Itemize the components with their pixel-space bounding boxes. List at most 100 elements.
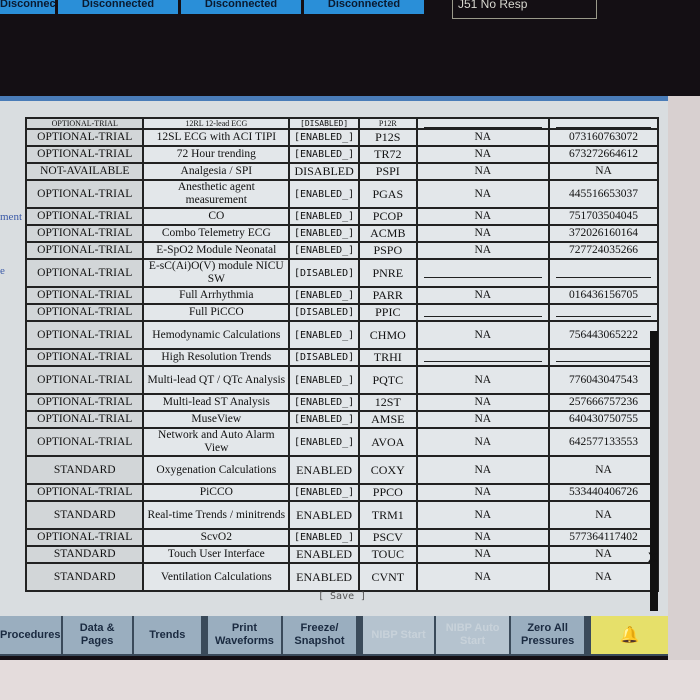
alarm-silence-button[interactable]: 🔔 <box>591 616 668 654</box>
option-type: OPTIONAL-TRIAL <box>24 348 145 367</box>
option-code: PSPI <box>358 162 418 181</box>
blank-field[interactable] <box>423 269 543 278</box>
blank-field[interactable] <box>423 308 543 317</box>
table-row: OPTIONAL-TRIAL MuseView [ENABLED_] AMSE NA 64… <box>24 410 659 429</box>
close-icon[interactable]: X <box>648 549 658 565</box>
option-key <box>548 348 659 367</box>
option-col5: NA <box>415 286 551 305</box>
table-row: OPTIONAL-TRIAL CO [ENABLED_] PCOP NA 75170350… <box>24 207 659 226</box>
option-status[interactable]: [ENABLED_] <box>288 128 361 147</box>
option-key: 727724035266 <box>548 241 659 260</box>
option-code: AVOA <box>358 427 418 457</box>
button-label: Freeze/ Snapshot <box>294 622 345 647</box>
option-name: Multi-lead ST Analysis <box>142 393 291 412</box>
option-key <box>548 303 659 322</box>
option-name: E-SpO2 Module Neonatal <box>142 241 291 260</box>
top-tab[interactable]: Disconnected <box>181 0 301 14</box>
button-zero-all-pressures[interactable]: Zero All Pressures <box>511 616 585 654</box>
option-status[interactable]: ENABLED <box>288 500 361 530</box>
option-key: 016436156705 <box>548 286 659 305</box>
button-freeze-snapshot[interactable]: Freeze/ Snapshot <box>282 616 356 654</box>
button-nibp-start[interactable]: NIBP Start <box>362 616 435 654</box>
option-status[interactable]: [ENABLED_] <box>288 179 361 209</box>
blank-field[interactable] <box>423 353 543 362</box>
option-type: OPTIONAL-TRIAL <box>24 303 145 322</box>
option-type: OPTIONAL-TRIAL <box>24 241 145 260</box>
button-nibp-auto-start[interactable]: NIBP Auto Start <box>436 616 510 654</box>
option-code: TRM1 <box>358 500 418 530</box>
option-status[interactable]: [ENABLED_] <box>288 427 361 457</box>
option-col5 <box>415 258 551 288</box>
option-code: PNRE <box>358 258 418 288</box>
top-tab[interactable]: Disconnected <box>0 0 55 14</box>
option-name: Network and Auto Alarm View <box>142 427 291 457</box>
blank-field[interactable] <box>556 269 651 278</box>
option-col5: NA <box>415 427 551 457</box>
option-col5: NA <box>415 241 551 260</box>
option-key: 073160763072 <box>548 128 659 147</box>
option-status[interactable]: [ENABLED_] <box>288 528 361 547</box>
button-label: Print Waveforms <box>215 622 274 647</box>
option-col5: NA <box>415 562 551 592</box>
option-key: 577364117402 <box>548 528 659 547</box>
option-status[interactable]: ENABLED <box>288 455 361 485</box>
option-status[interactable]: [ENABLED_] <box>288 365 361 395</box>
blank-field[interactable] <box>556 353 651 362</box>
option-status[interactable]: [ENABLED_] <box>288 145 361 164</box>
option-status[interactable]: [ENABLED_] <box>288 286 361 305</box>
option-key: 372026160164 <box>548 224 659 243</box>
option-name: Oxygenation Calculations <box>142 455 291 485</box>
save-button[interactable]: [ Save ] <box>318 591 367 602</box>
button-label: Data & Pages <box>79 622 115 647</box>
option-type: STANDARD <box>24 562 145 592</box>
option-status[interactable]: [ENABLED_] <box>288 410 361 429</box>
option-col5: NA <box>415 393 551 412</box>
option-code: P12S <box>358 128 418 147</box>
bezel <box>0 660 700 700</box>
option-type: OPTIONAL-TRIAL <box>24 483 145 502</box>
option-status[interactable]: [DISABLED] <box>288 348 361 367</box>
table-row: OPTIONAL-TRIAL 12SL ECG with ACI TIPI [ENA… <box>24 128 659 147</box>
table-row: OPTIONAL-TRIAL Hemodynamic Calculations [E… <box>24 320 659 350</box>
option-type: OPTIONAL-TRIAL <box>24 207 145 226</box>
option-status[interactable]: [ENABLED_] <box>288 207 361 226</box>
top-tab[interactable]: Disconnected <box>304 0 424 14</box>
option-status[interactable]: [ENABLED_] <box>288 241 361 260</box>
option-name: Analgesia / SPI <box>142 162 291 181</box>
option-status[interactable]: [ENABLED_] <box>288 320 361 350</box>
option-status[interactable]: ENABLED <box>288 562 361 592</box>
option-key: 756443065222 <box>548 320 659 350</box>
option-type: NOT-AVAILABLE <box>24 162 145 181</box>
option-col5 <box>415 303 551 322</box>
option-type: OPTIONAL-TRIAL <box>24 286 145 305</box>
blank-field[interactable] <box>556 308 651 317</box>
button-data-pages[interactable]: Data & Pages <box>62 616 132 654</box>
scrollbar[interactable] <box>650 331 658 611</box>
option-code: PGAS <box>358 179 418 209</box>
option-status[interactable]: [ENABLED_] <box>288 224 361 243</box>
option-name: CO <box>142 207 291 226</box>
option-code: CVNT <box>358 562 418 592</box>
option-name: Hemodynamic Calculations <box>142 320 291 350</box>
button-trends[interactable]: Trends <box>133 616 201 654</box>
button-print-waveforms[interactable]: Print Waveforms <box>207 616 281 654</box>
option-col5: NA <box>415 500 551 530</box>
option-name: MuseView <box>142 410 291 429</box>
top-tab[interactable]: Disconnected <box>58 0 178 14</box>
option-name: High Resolution Trends <box>142 348 291 367</box>
blank-field[interactable] <box>556 120 651 127</box>
option-status[interactable]: [DISABLED] <box>288 303 361 322</box>
button-procedures[interactable]: Procedures <box>0 616 61 654</box>
option-status[interactable]: [DISABLED] <box>288 258 361 288</box>
option-name: Ventilation Calculations <box>142 562 291 592</box>
option-status[interactable]: [ENABLED_] <box>288 483 361 502</box>
option-key: NA <box>548 562 659 592</box>
option-status[interactable]: ENABLED <box>288 545 361 564</box>
option-name: Full PiCCO <box>142 303 291 322</box>
option-status[interactable]: [ENABLED_] <box>288 393 361 412</box>
option-status[interactable]: DISABLED <box>288 162 361 181</box>
blank-field[interactable] <box>424 120 543 127</box>
option-type: OPTIONAL-TRIAL <box>24 393 145 412</box>
option-status[interactable]: [DISABLED] <box>288 117 361 130</box>
option-code: P12R <box>358 117 418 130</box>
